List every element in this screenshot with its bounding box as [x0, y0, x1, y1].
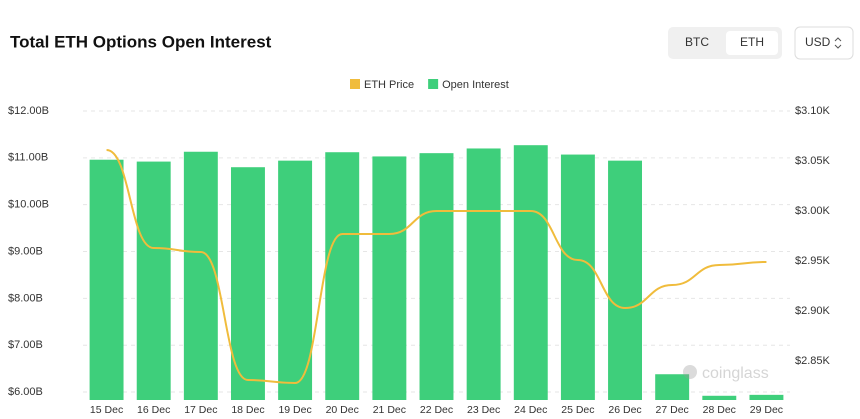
currency-select[interactable]	[794, 26, 854, 60]
x-tick-label: 22 Dec	[420, 404, 453, 416]
x-tick-label: 23 Dec	[467, 404, 500, 416]
bar	[466, 148, 501, 400]
legend-swatch	[428, 79, 439, 89]
y-tick-label: $12.00B	[8, 105, 49, 117]
x-tick-label: 27 Dec	[656, 404, 689, 416]
bar	[608, 160, 643, 400]
y2-tick-label: $3.00K	[795, 205, 831, 217]
watermark-icon	[683, 365, 697, 379]
x-tick-label: 16 Dec	[137, 404, 170, 416]
y-tick-label: $11.00B	[8, 152, 48, 164]
x-tick-label: 20 Dec	[326, 404, 359, 416]
y-tick-label: $6.00B	[8, 386, 43, 398]
y-tick-label: $10.00B	[8, 199, 49, 211]
price-line	[106, 149, 767, 385]
x-tick-label: 18 Dec	[231, 404, 264, 416]
legend-label: ETH Price	[364, 79, 414, 91]
y2-tick-label: $2.85K	[795, 355, 831, 367]
y-tick-label: $7.00B	[8, 339, 43, 351]
watermark-text: coinglass	[702, 365, 769, 382]
x-tick-label: 29 Dec	[750, 404, 783, 416]
legend-label: Open Interest	[442, 79, 509, 91]
bar	[183, 151, 218, 400]
bar	[513, 145, 548, 400]
x-tick-label: 19 Dec	[278, 404, 311, 416]
y-tick-label: $8.00B	[8, 292, 43, 304]
y-tick-label: $9.00B	[8, 245, 43, 257]
y2-tick-label: $2.95K	[795, 255, 831, 267]
eth-label: ETH	[740, 35, 764, 49]
x-tick-label: 15 Dec	[90, 404, 123, 416]
x-tick-label: 24 Dec	[514, 404, 547, 416]
btc-button[interactable]	[672, 31, 722, 55]
currency-label: USD	[805, 35, 831, 49]
bar	[749, 394, 784, 400]
select-arrow	[834, 37, 842, 49]
plot: $6.00B $7.00B $8.00B $9.00B $10.00B $11.00B $1…	[8, 79, 831, 416]
bar	[89, 159, 124, 400]
bar	[419, 153, 454, 400]
bar	[372, 156, 407, 400]
x-tick-label: 21 Dec	[373, 404, 406, 416]
bar	[136, 161, 171, 400]
bar	[278, 160, 313, 400]
btc-label: BTC	[685, 35, 709, 49]
x-tick-label: 17 Dec	[184, 404, 217, 416]
eth-button[interactable]	[726, 31, 778, 55]
bar	[702, 395, 737, 400]
x-tick-label: 26 Dec	[608, 404, 641, 416]
bar	[655, 374, 690, 400]
bar	[230, 167, 265, 400]
x-tick-label: 25 Dec	[561, 404, 594, 416]
chart-title: Total ETH Options Open Interest	[10, 32, 272, 51]
legend-swatch	[350, 79, 360, 89]
y2-tick-label: $3.10K	[795, 105, 831, 117]
bar	[325, 152, 360, 400]
watermark: coinglass	[683, 365, 769, 382]
y2-tick-label: $2.90K	[795, 305, 831, 317]
y2-tick-label: $3.05K	[795, 155, 831, 167]
x-tick-label: 28 Dec	[703, 404, 736, 416]
bar	[560, 154, 595, 400]
